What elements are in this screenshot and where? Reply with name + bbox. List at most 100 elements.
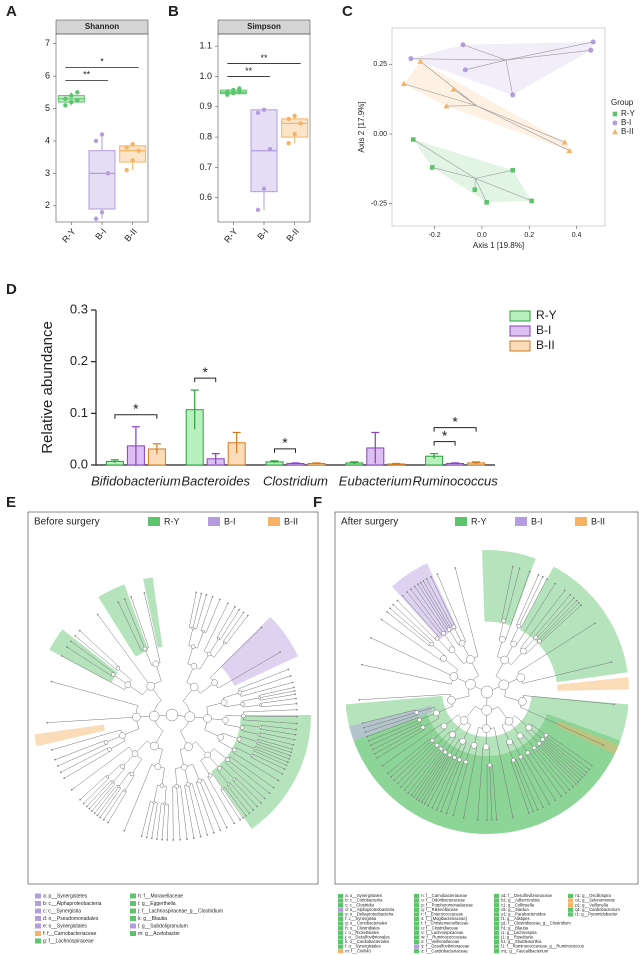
branch [266,765,283,775]
sig-bracket [194,377,217,383]
branch [202,779,212,796]
branch [430,576,448,610]
leaf-node [268,792,271,795]
branch [437,614,448,631]
tree-node [446,627,452,632]
branch [410,588,433,619]
branch [70,641,100,663]
branch [546,733,562,745]
branch [370,729,404,746]
tree-node [441,630,446,636]
leaf-node [292,743,295,746]
leaf-node [452,814,455,817]
leaf-node [51,748,53,751]
point [69,93,74,98]
branch [505,603,511,622]
tree-node [457,757,462,763]
legend-swatch [455,517,467,526]
branch [512,740,521,757]
leaf-node [364,731,367,734]
branch [540,629,555,643]
point [261,107,267,113]
leaf-node [532,810,535,813]
branch [551,755,579,782]
tree-node [103,740,109,745]
branch [206,596,213,614]
branch [142,630,149,648]
leaf-node [376,756,379,759]
key-label: i: g__Eggerthella [138,901,176,907]
point [130,142,135,147]
tree-node [447,695,456,705]
point [237,86,242,91]
branch [200,760,211,776]
leaf-node [233,822,236,825]
branch [517,662,534,673]
legend-label: B-II [621,127,633,136]
branch [446,778,459,814]
leaf-node [431,806,434,809]
point [69,99,74,105]
point [472,187,478,193]
point [588,47,594,53]
branch [218,678,234,689]
leaf-node [239,818,242,821]
branch [370,637,438,670]
branch [510,568,520,604]
key-swatch [338,949,344,954]
leaf-node [78,629,81,632]
legend-label: B-II [536,338,555,352]
branch [258,682,293,693]
key-label: e: o__Synergistales [43,923,87,929]
branch [394,754,421,781]
tree-node [189,682,199,692]
branch [180,785,184,804]
branch [432,750,445,766]
branch [536,745,549,760]
sig-label: * [133,400,139,416]
y-axis-label: Axis 2 [17.9%] [357,101,366,152]
branch [526,640,540,654]
leaf-node [380,618,383,621]
tree-node [202,630,205,633]
key-swatch [568,912,574,917]
point [417,58,424,64]
branch [488,746,491,766]
key-label: h: f__Moraxellaceae [138,893,183,899]
x-axis-label: Axis 1 [19.8%] [473,241,524,250]
key-swatch [494,935,500,940]
key-swatch [414,921,420,926]
branch [416,707,435,713]
leaf-node [445,812,448,815]
branch [437,573,459,625]
branch [210,795,227,828]
branch [216,622,227,638]
branch [510,761,518,779]
branch [417,632,432,645]
branch [242,697,260,702]
tree-node [443,749,448,755]
tree-node [150,741,159,751]
tree-node [481,705,492,716]
branch [196,631,204,649]
branch [158,803,162,822]
key-label: n: f__Carnobacteriaceae [421,893,468,898]
tree-node [465,679,476,690]
leaf-node [248,812,251,815]
branch [238,799,250,814]
tree-node [518,697,527,706]
branch [90,743,107,752]
branch [244,793,258,807]
tree-node [124,681,132,688]
tree-node [222,716,229,724]
leaf-node [577,780,580,783]
leaf-node [575,783,577,785]
tree-node [190,644,196,649]
leaf-node [588,768,590,771]
leaf-node [286,761,289,763]
branch [477,764,482,820]
branch [513,760,521,778]
key-swatch [130,923,136,929]
branch [449,739,460,756]
error-bar [152,443,161,455]
